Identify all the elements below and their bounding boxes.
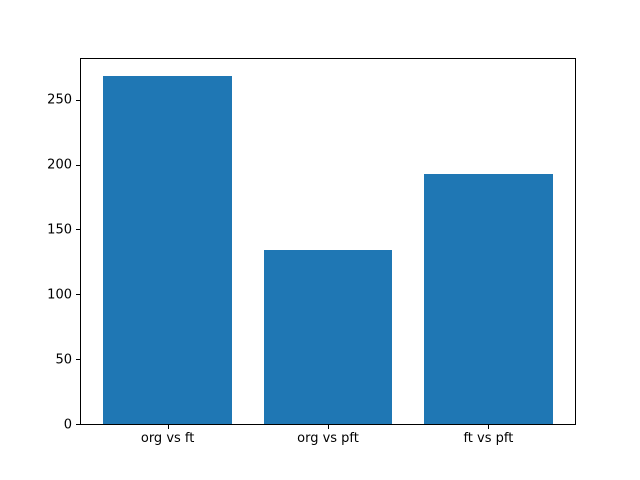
x-tick-mark [167, 425, 169, 429]
y-tick-mark [76, 294, 80, 296]
y-tick-label: 200 [47, 157, 72, 173]
y-tick-mark [76, 229, 80, 231]
y-tick-label: 50 [55, 352, 72, 368]
y-tick-mark [76, 164, 80, 166]
y-tick-label: 0 [63, 417, 72, 432]
x-tick-label: org vs pft [297, 431, 359, 446]
plot-area [80, 58, 576, 425]
bar-ft-vs-pft [424, 173, 553, 424]
y-tick-label: 250 [47, 92, 72, 108]
bar-org-vs-ft [103, 76, 232, 424]
y-tick-label: 100 [47, 287, 72, 303]
bar-org-vs-pft [263, 250, 393, 424]
y-tick-mark [76, 99, 80, 101]
x-tick-label: ft vs pft [463, 431, 514, 446]
x-tick-label: org vs ft [140, 431, 195, 446]
y-tick-label: 150 [47, 222, 72, 238]
x-tick-mark [328, 425, 329, 429]
y-tick-mark [76, 359, 80, 361]
y-tick-mark [76, 424, 80, 425]
x-tick-mark [488, 425, 490, 429]
